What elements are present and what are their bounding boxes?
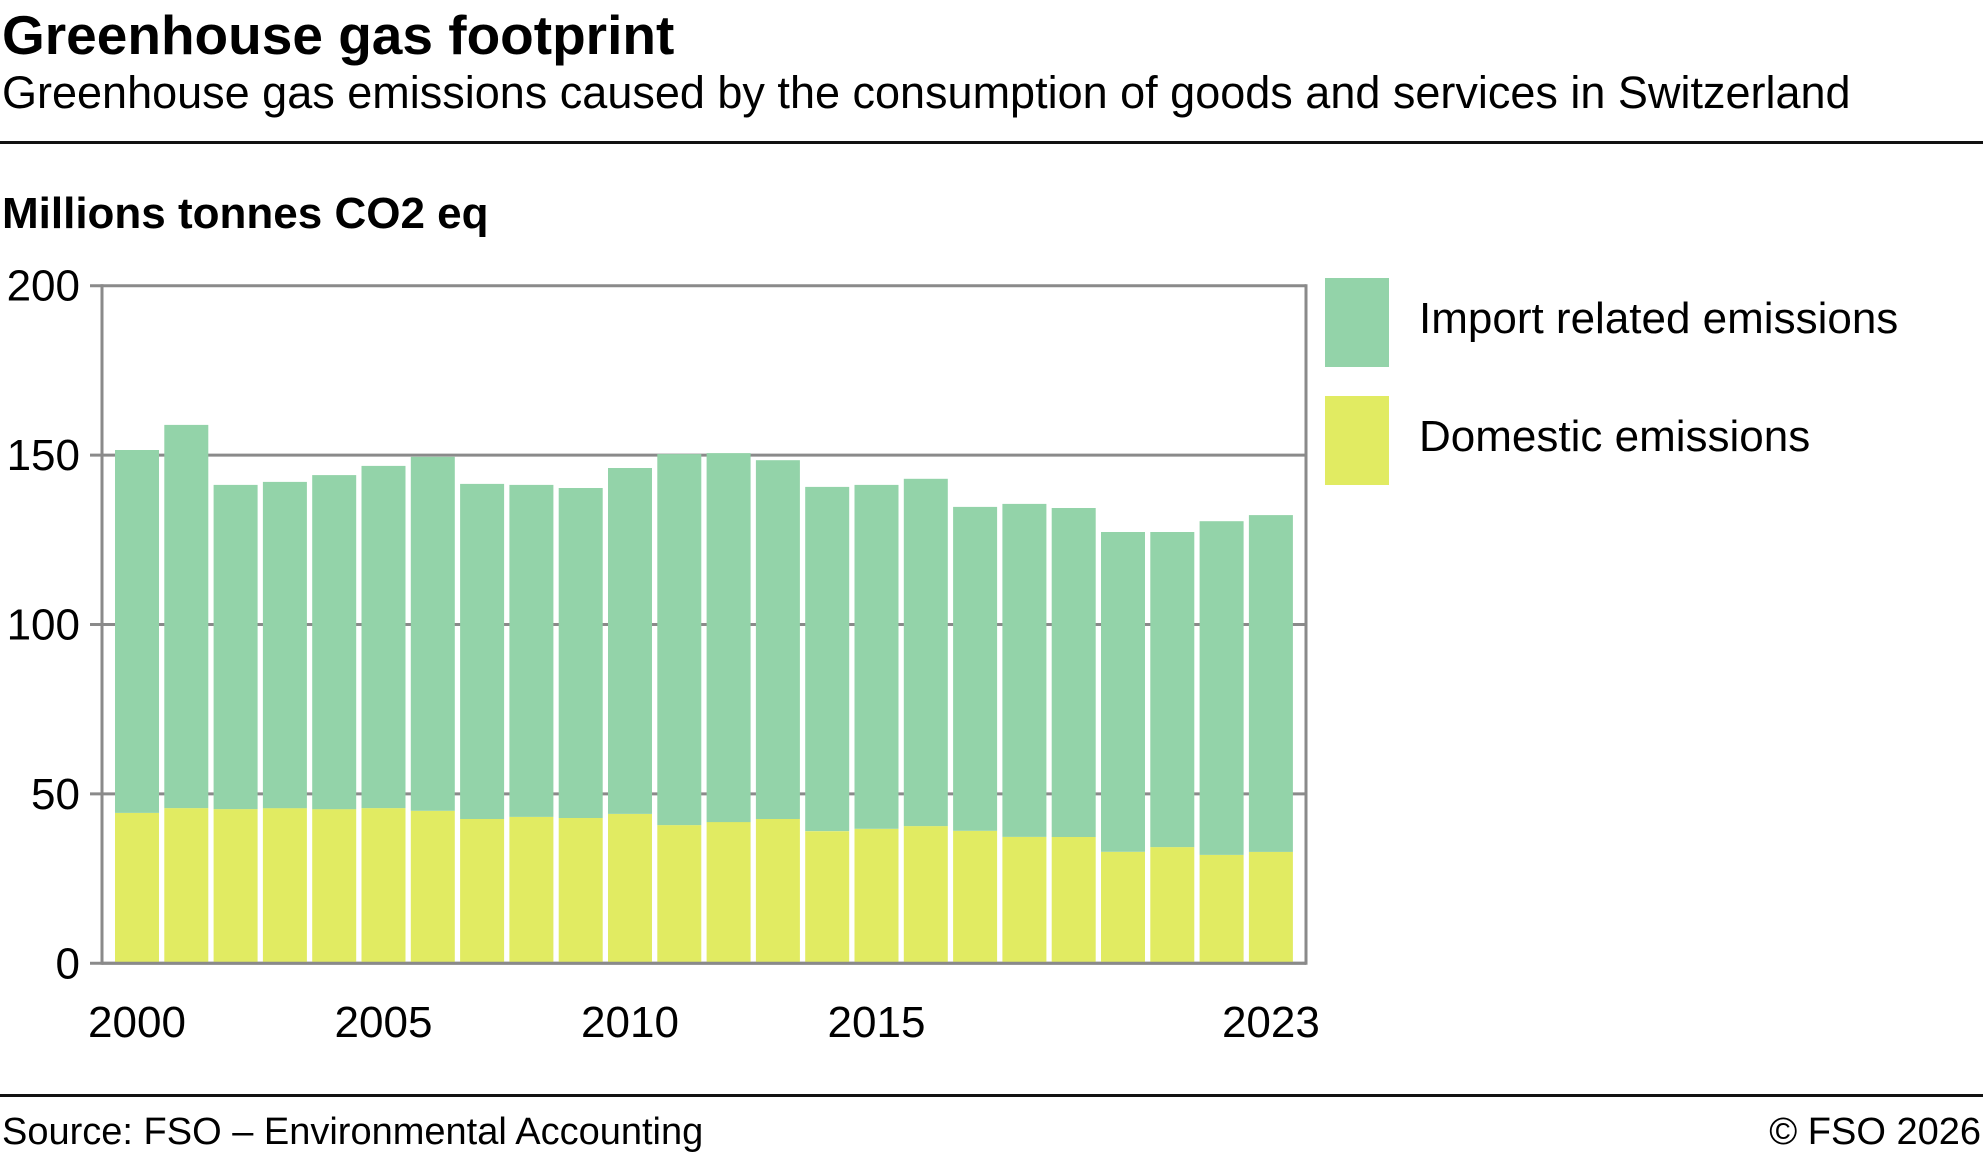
y-tick-labels: 0 50 100 150 200 <box>7 262 80 989</box>
legend-label-domestic: Domestic emissions <box>1419 412 1811 461</box>
bar-import-2004 <box>312 475 357 810</box>
y-axis-unit-label: Millions tonnes CO2 eq <box>2 189 489 238</box>
bar-import-2019 <box>1051 508 1096 837</box>
bar-import-2008 <box>509 484 554 817</box>
bar-import-2023 <box>1248 515 1293 852</box>
bar-domestic-2014 <box>805 831 850 964</box>
bar-domestic-2001 <box>164 808 209 964</box>
y-tick-label: 100 <box>7 601 80 650</box>
legend-swatch-import <box>1325 278 1389 367</box>
legend-label-import: Import related emissions <box>1419 294 1899 343</box>
bar-import-2000 <box>115 450 159 813</box>
bar-domestic-2022 <box>1199 854 1244 964</box>
x-tick-label: 2000 <box>88 998 186 1047</box>
bar-domestic-2010 <box>608 813 652 964</box>
bar-domestic-2003 <box>262 808 307 964</box>
y-tick-label: 150 <box>7 431 80 480</box>
bar-domestic-2012 <box>706 822 751 964</box>
bar-import-2020 <box>1101 532 1145 852</box>
bar-import-2009 <box>558 488 603 818</box>
x-tick-labels: 2000 2005 2010 2015 2023 <box>88 998 1320 1047</box>
bar-import-2013 <box>755 460 800 819</box>
bar-import-2001 <box>164 424 209 809</box>
x-tick-label: 2005 <box>335 998 433 1047</box>
bar-domestic-2005 <box>361 808 406 964</box>
bar-import-2018 <box>1002 503 1047 837</box>
bar-import-2005 <box>361 465 406 809</box>
bar-import-2011 <box>657 454 702 826</box>
bar-domestic-2008 <box>509 816 554 964</box>
chart-subtitle: Greenhouse gas emissions caused by the c… <box>2 67 1851 118</box>
bar-domestic-2020 <box>1101 851 1145 964</box>
bar-domestic-2017 <box>953 830 998 964</box>
source-note: Source: FSO – Environmental Accounting <box>2 1111 704 1153</box>
bar-domestic-2013 <box>755 819 800 964</box>
bar-import-2017 <box>953 506 998 831</box>
bar-domestic-2019 <box>1051 836 1096 964</box>
chart-title: Greenhouse gas footprint <box>2 4 675 66</box>
bar-import-2002 <box>213 484 258 810</box>
bar-import-2010 <box>608 468 652 814</box>
legend-swatch-domestic <box>1325 396 1389 485</box>
bar-domestic-2015 <box>854 828 899 964</box>
bar-domestic-2016 <box>903 826 948 964</box>
bar-domestic-2007 <box>460 819 505 964</box>
bar-domestic-2006 <box>410 810 455 964</box>
plot-frame <box>100 284 1308 965</box>
bar-domestic-2018 <box>1002 836 1047 964</box>
bar-import-2014 <box>805 486 850 832</box>
bar-domestic-2023 <box>1248 851 1293 964</box>
bar-import-2003 <box>262 481 307 809</box>
bar-import-2021 <box>1150 532 1195 848</box>
bar-domestic-2011 <box>657 825 702 964</box>
x-tick-label: 2010 <box>581 998 679 1047</box>
bar-domestic-2004 <box>312 809 357 964</box>
bar-domestic-2002 <box>213 809 258 964</box>
bar-import-2012 <box>706 453 751 823</box>
bar-import-2007 <box>460 483 505 819</box>
bars <box>115 424 1293 964</box>
y-tick-label: 200 <box>7 262 80 311</box>
header-divider <box>0 141 1983 144</box>
x-tick-label: 2023 <box>1222 998 1320 1047</box>
y-tick-label: 50 <box>31 770 80 819</box>
x-tick-label: 2015 <box>828 998 926 1047</box>
bar-domestic-2000 <box>115 812 159 964</box>
copyright-note: © FSO 2026 <box>1769 1111 1981 1153</box>
y-tick-label: 0 <box>56 939 80 988</box>
footer-divider <box>0 1094 1983 1097</box>
bar-import-2016 <box>903 478 948 827</box>
bar-domestic-2009 <box>558 818 603 964</box>
bar-domestic-2021 <box>1150 847 1195 964</box>
bar-import-2022 <box>1199 521 1244 855</box>
bar-import-2006 <box>410 456 455 811</box>
bar-import-2015 <box>854 484 899 829</box>
